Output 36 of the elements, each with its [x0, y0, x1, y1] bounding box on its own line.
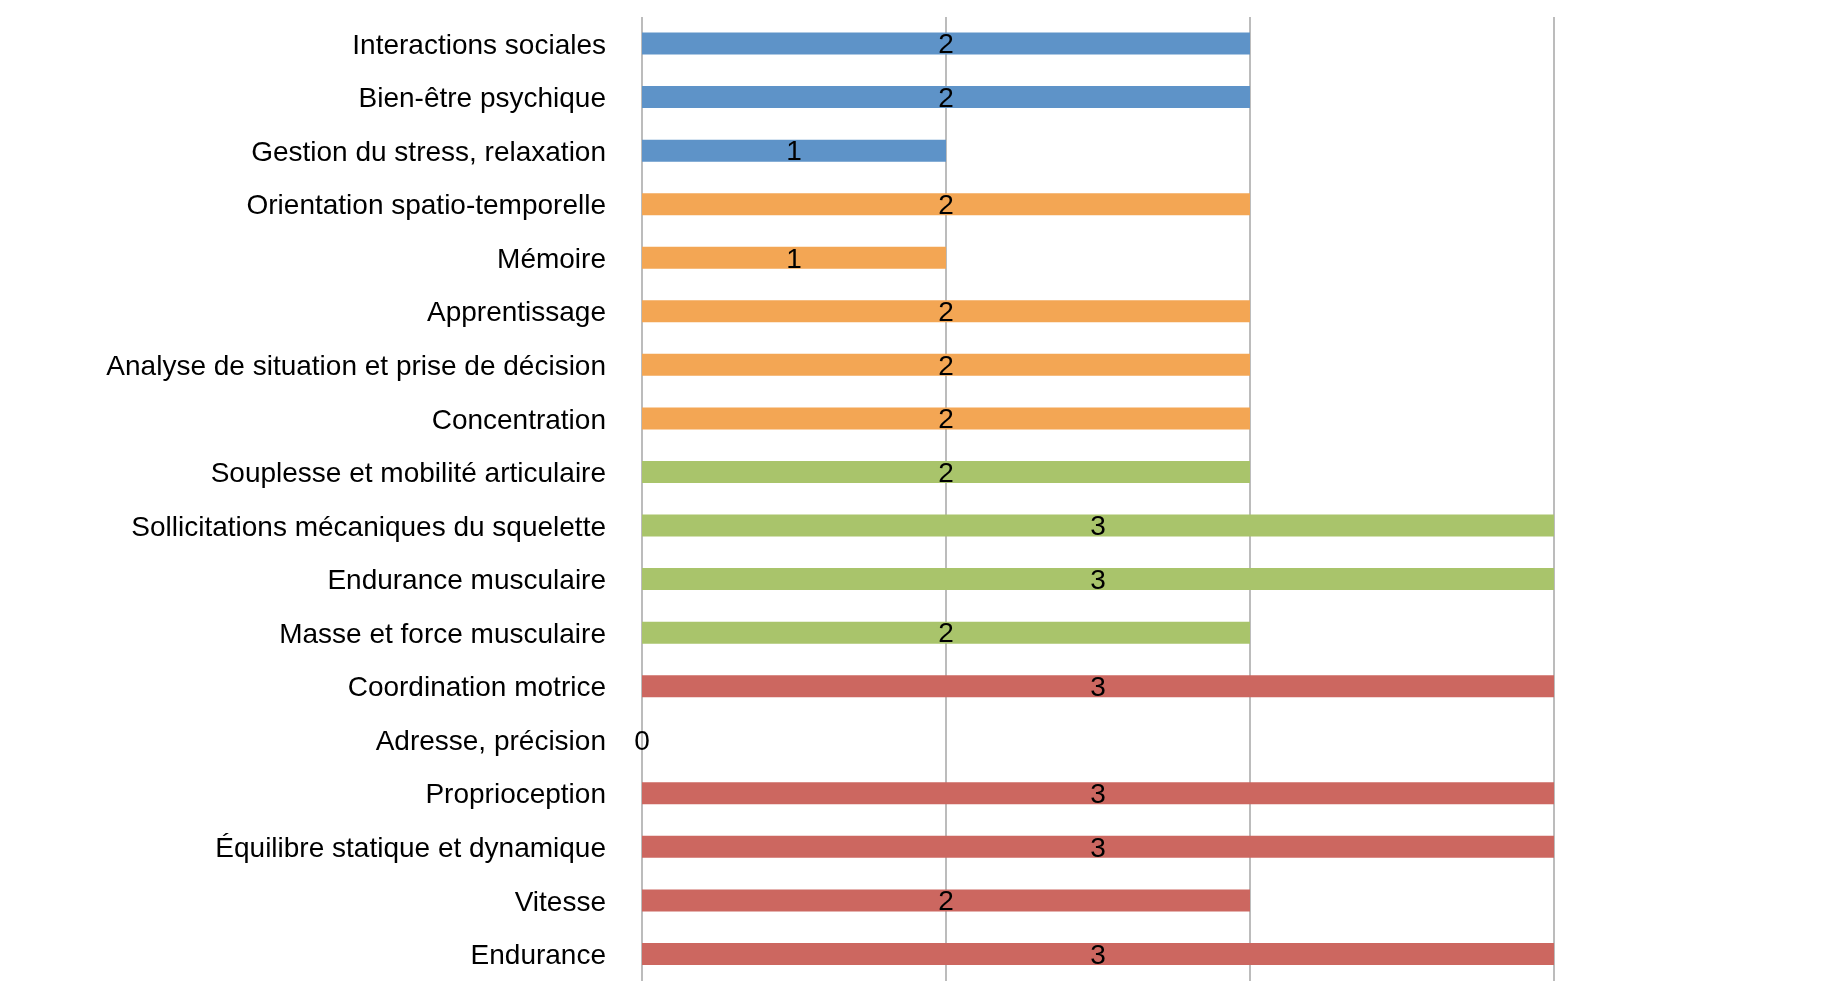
y-tick-label: Bien-être psychique [358, 82, 606, 114]
data-label: 3 [1090, 510, 1106, 542]
y-tick-label: Analyse de situation et prise de décision [106, 350, 606, 382]
y-tick-label: Apprentissage [426, 296, 606, 328]
data-label: 2 [938, 28, 954, 60]
y-tick-label: Proprioception [425, 778, 606, 810]
data-label: 2 [938, 349, 954, 381]
y-tick-label: Orientation spatio-temporelle [246, 189, 606, 221]
data-label: 2 [938, 403, 954, 435]
y-tick-label: Concentration [431, 403, 606, 435]
data-label: 2 [938, 885, 954, 917]
data-label: 3 [1090, 778, 1106, 810]
data-label: 2 [938, 296, 954, 328]
y-tick-label: Coordination motrice [347, 671, 606, 703]
y-tick-label: Mémoire [497, 242, 606, 274]
y-tick-label: Sollicitations mécaniques du squelette [131, 510, 606, 542]
y-tick-label: Masse et force musculaire [279, 617, 606, 649]
data-label: 3 [1090, 831, 1106, 863]
data-label: 1 [786, 242, 802, 274]
data-label: 0 [634, 724, 650, 756]
data-label: 3 [1090, 938, 1106, 970]
y-tick-label: Équilibre statique et dynamique [215, 832, 606, 864]
data-label: 2 [938, 617, 954, 649]
data-label: 3 [1090, 670, 1106, 702]
data-label: 2 [938, 81, 954, 113]
data-label: 2 [938, 456, 954, 488]
data-label: 1 [786, 135, 802, 167]
y-tick-label: Endurance [470, 939, 606, 971]
data-label: 3 [1090, 563, 1106, 595]
y-tick-label: Vitesse [514, 885, 606, 917]
y-tick-label: Souplesse et mobilité articulaire [210, 457, 606, 489]
y-tick-label: Endurance musculaire [327, 564, 606, 596]
data-label: 2 [938, 188, 954, 220]
y-tick-label: Gestion du stress, relaxation [251, 135, 606, 167]
y-tick-label: Interactions sociales [352, 28, 606, 60]
y-tick-label: Adresse, précision [375, 724, 606, 756]
